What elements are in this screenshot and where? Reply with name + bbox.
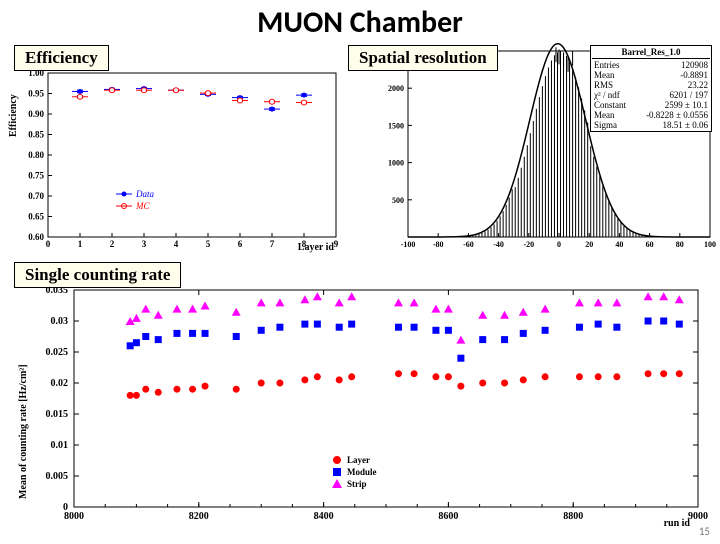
efficiency-label: Efficiency (14, 45, 109, 71)
page-title: MUON Chamber (0, 4, 720, 41)
svg-text:1500: 1500 (388, 121, 404, 130)
svg-text:0.025: 0.025 (46, 347, 69, 358)
svg-text:0.90: 0.90 (28, 109, 44, 119)
ylabel-efficiency: Efficiency (8, 94, 19, 137)
svg-text:0.60: 0.60 (28, 232, 44, 242)
svg-text:0.95: 0.95 (28, 89, 44, 99)
svg-text:2: 2 (110, 239, 115, 249)
svg-text:80: 80 (676, 240, 684, 249)
svg-text:7: 7 (270, 239, 275, 249)
svg-text:-40: -40 (493, 240, 504, 249)
stats-title: Barrel_Res_1.0 (592, 47, 710, 59)
svg-text:1000: 1000 (388, 159, 404, 168)
ylabel-counting: Mean of counting rate [Hz/cm²] (18, 364, 29, 499)
xlabel-counting: run id (664, 518, 690, 529)
svg-text:4: 4 (174, 239, 179, 249)
svg-text:20: 20 (585, 240, 593, 249)
spatial-label: Spatial resolution (348, 45, 498, 71)
svg-text:-60: -60 (463, 240, 474, 249)
legend-strip: Strip (347, 479, 367, 489)
legend-mc-label: MC (136, 201, 150, 211)
svg-text:2000: 2000 (388, 84, 404, 93)
svg-text:1: 1 (78, 239, 83, 249)
svg-text:0.005: 0.005 (46, 471, 69, 482)
stats-box: Barrel_Res_1.0 Entries120908Mean-0.8891R… (590, 45, 712, 132)
top-charts-row: Efficiency 01234567890.600.650.700.750.8… (0, 41, 720, 259)
svg-text:8200: 8200 (189, 511, 209, 522)
svg-text:0: 0 (557, 240, 561, 249)
spatial-chart: -100 -80 -60 -40 -20 0 20 40 60 80 100 500 1000 1500 2… (370, 43, 716, 255)
svg-text:8800: 8800 (563, 511, 583, 522)
legend-module: Module (347, 467, 377, 477)
svg-text:8600: 8600 (438, 511, 458, 522)
page-number: 15 (699, 525, 710, 538)
counting-chart: 80008200840086008800900000.0050.010.0150… (20, 284, 710, 529)
efficiency-chart: 01234567890.600.650.700.750.800.850.900.… (6, 67, 346, 255)
svg-text:-20: -20 (523, 240, 534, 249)
svg-text:60: 60 (646, 240, 654, 249)
legend-layer: Layer (347, 455, 370, 465)
legend-data-label: Data (136, 189, 154, 199)
xlabel-efficiency: Layer id (298, 242, 334, 253)
svg-text:9000: 9000 (688, 511, 708, 522)
counting-legend: Layer Module Strip (325, 453, 383, 493)
efficiency-legend: Data MC (116, 189, 154, 213)
svg-text:40: 40 (615, 240, 623, 249)
svg-text:-100: -100 (401, 240, 416, 249)
svg-text:0: 0 (46, 239, 51, 249)
svg-text:0.015: 0.015 (46, 409, 69, 420)
svg-text:0.70: 0.70 (28, 191, 44, 201)
svg-text:5: 5 (206, 239, 211, 249)
svg-text:500: 500 (392, 196, 404, 205)
svg-text:3: 3 (142, 239, 147, 249)
svg-text:0.02: 0.02 (51, 378, 69, 389)
svg-text:0.01: 0.01 (51, 440, 69, 451)
svg-text:0.03: 0.03 (51, 316, 69, 327)
svg-text:9: 9 (334, 239, 339, 249)
svg-text:0.75: 0.75 (28, 171, 44, 181)
single-label: Single counting rate (14, 262, 181, 288)
svg-text:0.80: 0.80 (28, 150, 44, 160)
svg-text:-80: -80 (433, 240, 444, 249)
svg-text:0.65: 0.65 (28, 212, 44, 222)
svg-text:8400: 8400 (314, 511, 334, 522)
svg-text:100: 100 (704, 240, 716, 249)
svg-text:6: 6 (238, 239, 243, 249)
svg-text:0.85: 0.85 (28, 130, 44, 140)
svg-text:0: 0 (63, 502, 68, 513)
